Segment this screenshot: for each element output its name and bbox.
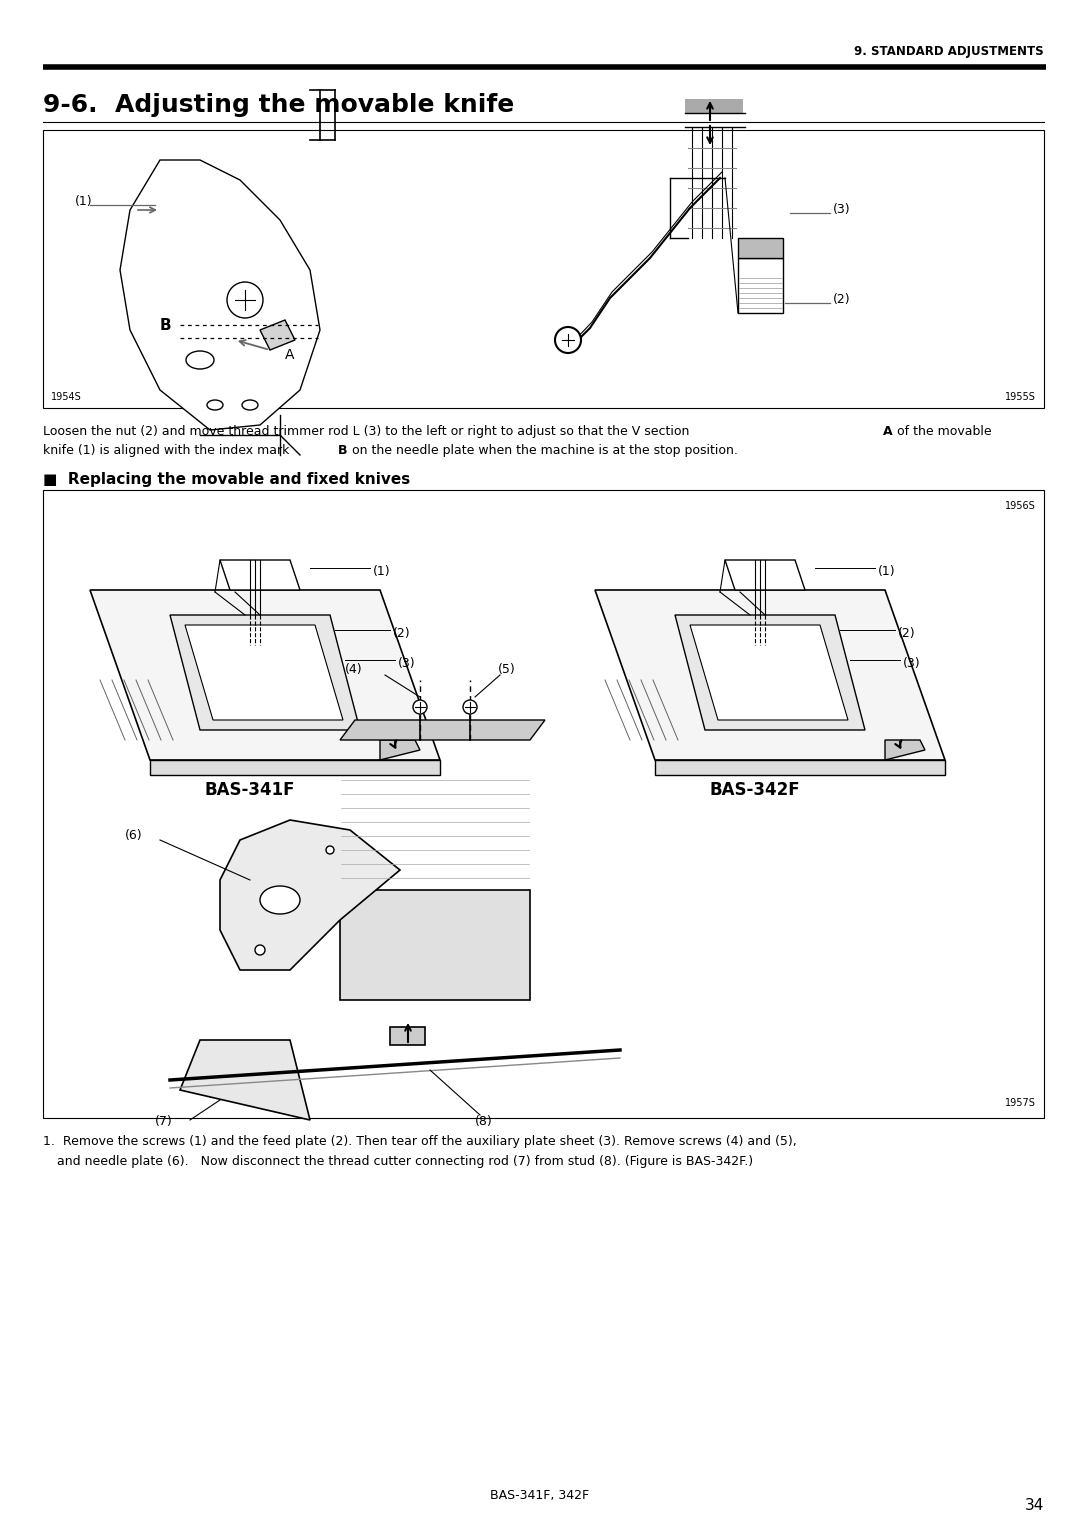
Ellipse shape bbox=[242, 400, 258, 410]
Circle shape bbox=[227, 283, 264, 318]
Text: (3): (3) bbox=[399, 657, 416, 669]
Text: (4): (4) bbox=[345, 663, 363, 677]
Polygon shape bbox=[725, 559, 805, 590]
Polygon shape bbox=[120, 160, 320, 429]
Text: 9. STANDARD ADJUSTMENTS: 9. STANDARD ADJUSTMENTS bbox=[854, 46, 1044, 58]
Text: BAS-341F: BAS-341F bbox=[205, 781, 295, 799]
Text: and needle plate (6).   Now disconnect the thread cutter connecting rod (7) from: and needle plate (6). Now disconnect the… bbox=[57, 1155, 753, 1167]
Text: 1957S: 1957S bbox=[1005, 1099, 1036, 1108]
Text: B: B bbox=[159, 318, 171, 333]
Text: B: B bbox=[338, 445, 348, 457]
Text: (3): (3) bbox=[903, 657, 920, 669]
Polygon shape bbox=[675, 614, 865, 730]
Text: BAS-341F, 342F: BAS-341F, 342F bbox=[490, 1488, 590, 1502]
Polygon shape bbox=[654, 759, 945, 775]
Text: (1): (1) bbox=[75, 196, 93, 208]
Text: Loosen the nut (2) and move thread trimmer rod L (3) to the left or right to adj: Loosen the nut (2) and move thread trimm… bbox=[43, 425, 693, 439]
Bar bbox=[43, 490, 1044, 1118]
Text: A: A bbox=[285, 348, 295, 362]
Polygon shape bbox=[690, 625, 848, 720]
Text: on the needle plate when the machine is at the stop position.: on the needle plate when the machine is … bbox=[348, 445, 738, 457]
Text: BAS-342F: BAS-342F bbox=[710, 781, 800, 799]
Text: (1): (1) bbox=[878, 564, 895, 578]
Ellipse shape bbox=[186, 351, 214, 368]
Circle shape bbox=[413, 700, 427, 714]
Text: (5): (5) bbox=[498, 663, 516, 677]
Text: (7): (7) bbox=[156, 1115, 173, 1129]
Bar bbox=[738, 258, 783, 313]
Text: ■  Replacing the movable and fixed knives: ■ Replacing the movable and fixed knives bbox=[43, 472, 410, 487]
Text: (2): (2) bbox=[393, 626, 410, 640]
Polygon shape bbox=[595, 590, 945, 759]
Circle shape bbox=[463, 700, 477, 714]
Circle shape bbox=[555, 327, 581, 353]
Text: 1954S: 1954S bbox=[51, 393, 82, 402]
Polygon shape bbox=[380, 740, 420, 759]
Polygon shape bbox=[180, 1041, 310, 1120]
Text: of the movable: of the movable bbox=[893, 425, 991, 439]
Polygon shape bbox=[170, 614, 360, 730]
Bar bbox=[390, 1027, 426, 1045]
Circle shape bbox=[255, 944, 265, 955]
Bar bbox=[43, 130, 1044, 408]
Circle shape bbox=[326, 847, 334, 854]
Ellipse shape bbox=[260, 886, 300, 914]
Text: (3): (3) bbox=[833, 203, 851, 217]
Text: (2): (2) bbox=[897, 626, 916, 640]
Text: 9-6.  Adjusting the movable knife: 9-6. Adjusting the movable knife bbox=[43, 93, 514, 118]
Polygon shape bbox=[220, 559, 300, 590]
Polygon shape bbox=[220, 821, 400, 970]
Bar bbox=[685, 99, 743, 113]
Text: 34: 34 bbox=[1025, 1497, 1044, 1513]
Text: (2): (2) bbox=[833, 293, 851, 307]
Text: 1.  Remove the screws (1) and the feed plate (2). Then tear off the auxiliary pl: 1. Remove the screws (1) and the feed pl… bbox=[43, 1135, 797, 1148]
Ellipse shape bbox=[207, 400, 222, 410]
Polygon shape bbox=[260, 319, 295, 350]
Polygon shape bbox=[885, 740, 924, 759]
Text: A: A bbox=[883, 425, 893, 439]
Bar bbox=[340, 889, 530, 999]
Text: knife (1) is aligned with the index mark: knife (1) is aligned with the index mark bbox=[43, 445, 294, 457]
Text: 1956S: 1956S bbox=[1005, 501, 1036, 510]
Text: (8): (8) bbox=[475, 1115, 492, 1129]
Text: (6): (6) bbox=[125, 828, 143, 842]
Polygon shape bbox=[90, 590, 440, 759]
Text: 1955S: 1955S bbox=[1005, 393, 1036, 402]
Bar bbox=[738, 238, 783, 258]
Text: (1): (1) bbox=[373, 564, 391, 578]
Polygon shape bbox=[340, 720, 545, 740]
Polygon shape bbox=[150, 759, 440, 775]
Polygon shape bbox=[185, 625, 343, 720]
